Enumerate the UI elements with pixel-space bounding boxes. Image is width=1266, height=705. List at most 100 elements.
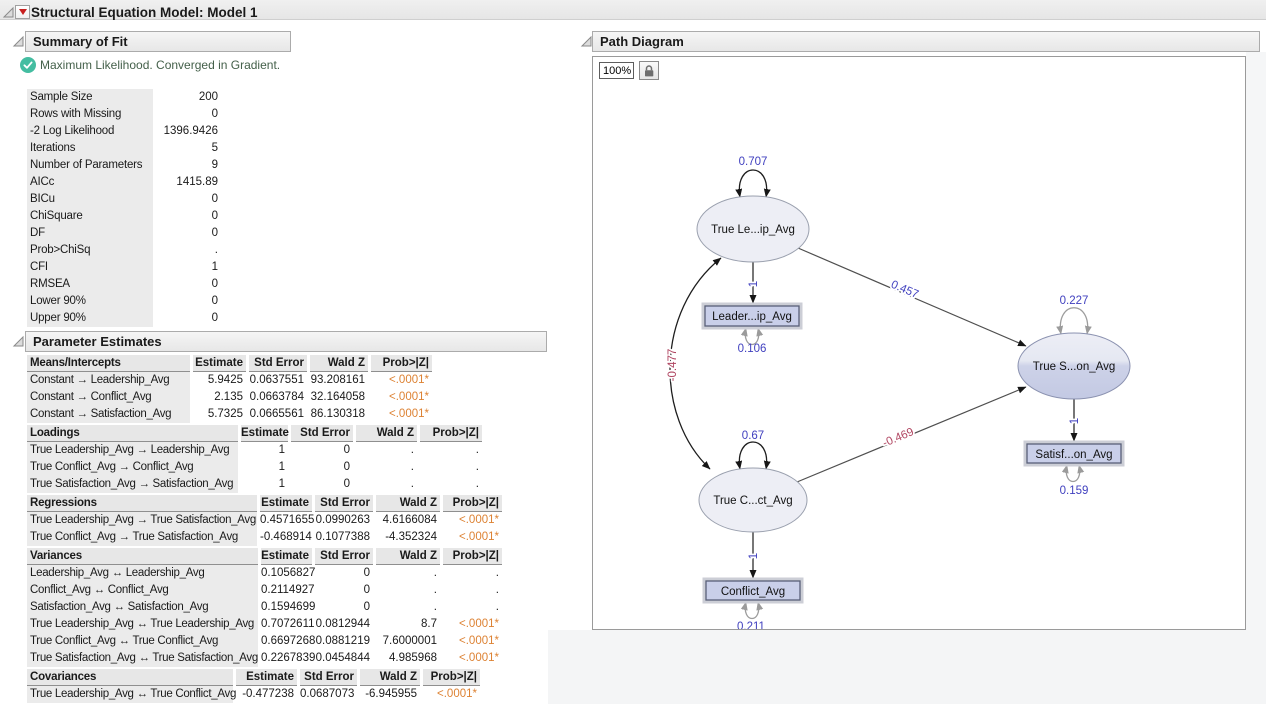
- table-cell: 4.6166084: [382, 514, 437, 526]
- manifest-node-label: Satisf...on_Avg: [1035, 449, 1112, 461]
- table-cell: .: [433, 601, 437, 613]
- table-cell: 0.0881219: [315, 635, 370, 647]
- fit-statistic-value: 1415.89: [176, 176, 218, 188]
- fit-statistic-label: Sample Size: [27, 89, 153, 106]
- column-header: Std Error: [249, 355, 307, 372]
- error-loop-conflict[interactable]: [740, 601, 764, 619]
- table-row-label: Constant → Leadership_Avg: [27, 372, 190, 389]
- fit-statistic-value: 0: [211, 210, 218, 222]
- column-header: Wald Z: [376, 548, 440, 565]
- latent-node-true-satisfaction[interactable]: [1017, 332, 1131, 400]
- table-cell: <.0001*: [389, 374, 429, 386]
- loading-label: 1: [748, 553, 760, 559]
- table-cell: 1: [278, 478, 285, 490]
- fit-statistic-value: 1396.9426: [163, 125, 218, 137]
- latent-node-true-leadership[interactable]: [696, 195, 810, 263]
- table-row-label: True Conflict_Avg → True Satisfaction_Av…: [27, 529, 257, 546]
- regression-arrow-leadership-satisfaction[interactable]: [797, 247, 1027, 347]
- table-cell: 0.0637551: [249, 374, 304, 386]
- table-cell: 0.0812944: [315, 618, 370, 630]
- column-header: Std Error: [300, 669, 357, 686]
- disclosure-triangle-icon[interactable]: [580, 35, 592, 47]
- variance-loop-leadership[interactable]: [735, 169, 771, 198]
- covariance-estimate-label: -0.477: [667, 349, 679, 382]
- disclosure-triangle-icon[interactable]: [12, 335, 24, 347]
- table-cell: -0.477238: [242, 688, 294, 700]
- fit-statistic-value: 0: [211, 227, 218, 239]
- column-header: Estimate: [236, 669, 297, 686]
- manifest-node-conflict[interactable]: [705, 580, 801, 601]
- table-cell: 1: [278, 444, 285, 456]
- error-variance-label: 0.106: [738, 343, 767, 355]
- table-cell: 8.7: [421, 618, 437, 630]
- path-diagram-header[interactable]: Path Diagram: [592, 31, 1260, 52]
- table-cell: 0.7072611: [261, 618, 315, 630]
- latent-node-true-conflict[interactable]: [698, 467, 808, 533]
- table-cell: -0.468914: [260, 531, 312, 543]
- table-group-header: Loadings: [27, 425, 238, 442]
- fit-statistic-value: 9: [211, 159, 218, 171]
- table-row-label: True Leadership_Avg → Leadership_Avg: [27, 442, 238, 459]
- table-cell: <.0001*: [459, 652, 499, 664]
- latent-node-label: True S...on_Avg: [1033, 361, 1115, 373]
- table-cell: 0.0665561: [249, 408, 304, 420]
- table-cell: 4.985968: [389, 652, 437, 664]
- zoom-level-input[interactable]: [599, 62, 634, 79]
- loading-label: 1: [748, 281, 760, 287]
- manifest-node-leadership[interactable]: [704, 305, 800, 327]
- table-group-header: Covariances: [27, 669, 233, 686]
- parameter-table: Variances Estimate Std Error Wald Z Prob>|Z|…: [27, 548, 502, 667]
- variance-loop-satisfaction[interactable]: [1056, 307, 1092, 335]
- convergence-status: Maximum Likelihood. Converged in Gradien…: [40, 58, 281, 72]
- column-header: Prob>|Z|: [443, 495, 502, 512]
- column-header: Std Error: [315, 495, 373, 512]
- fit-statistic-label: -2 Log Likelihood: [27, 123, 153, 140]
- sem-diagram: True Le...ip_Avg True C...ct_Avg True S.…: [665, 156, 1131, 629]
- table-row-label: True Leadership_Avg ↔ True Leadership_Av…: [27, 616, 258, 633]
- table-cell: .: [410, 478, 414, 490]
- table-cell: 0.0454844: [315, 652, 370, 664]
- fit-statistic-label: CFI: [27, 259, 153, 276]
- error-loop-leadership[interactable]: [740, 327, 764, 345]
- error-loop-satisfaction[interactable]: [1061, 464, 1085, 482]
- latent-node-label: True C...ct_Avg: [713, 495, 792, 507]
- table-cell: <.0001*: [389, 391, 429, 403]
- table-cell: .: [410, 461, 414, 473]
- report-title: Structural Equation Model: Model 1: [31, 5, 258, 20]
- summary-of-fit-table: Sample Size 200 Rows with Missing 0 -2 Log L…: [27, 89, 220, 327]
- path-diagram-canvas[interactable]: True Le...ip_Avg True C...ct_Avg True S.…: [592, 56, 1246, 630]
- summary-of-fit-header[interactable]: Summary of Fit: [25, 31, 291, 52]
- table-cell: .: [475, 478, 479, 490]
- report-title-bar: [0, 0, 1266, 20]
- fit-statistic-value: .: [214, 244, 218, 256]
- table-cell: .: [475, 461, 479, 473]
- red-triangle-menu-button[interactable]: [15, 5, 30, 19]
- covariance-arrow-leadership-conflict[interactable]: [669, 257, 722, 470]
- manifest-node-satisfaction[interactable]: [1026, 443, 1122, 464]
- table-cell: 1: [278, 461, 285, 473]
- loading-label: 1: [1069, 418, 1081, 424]
- parameter-estimates-header[interactable]: Parameter Estimates: [25, 331, 547, 352]
- table-cell: 5.9425: [207, 374, 243, 386]
- lock-layout-button[interactable]: [639, 61, 659, 80]
- fit-statistic-value: 0: [211, 193, 218, 205]
- table-row-label: Leadership_Avg ↔ Leadership_Avg: [27, 565, 258, 582]
- variance-loop-conflict[interactable]: [735, 441, 771, 470]
- fit-statistic-label: RMSEA: [27, 276, 153, 293]
- disclosure-triangle-icon[interactable]: [12, 35, 24, 47]
- column-header: Estimate: [260, 495, 312, 512]
- parameter-table: Regressions Estimate Std Error Wald Z Prob>|…: [27, 495, 502, 546]
- selection-halo: [702, 577, 804, 604]
- table-cell: 0.1056827: [261, 567, 316, 579]
- table-row-label: True Leadership_Avg → True Satisfaction_…: [27, 512, 257, 529]
- fit-statistic-label: Lower 90%: [27, 293, 153, 310]
- parameter-table: Covariances Estimate Std Error Wald Z Prob>|…: [27, 669, 502, 703]
- table-group-header: Means/Intercepts: [27, 355, 190, 372]
- disclosure-triangle-icon[interactable]: [2, 6, 14, 18]
- table-row-label: True Conflict_Avg ↔ True Conflict_Avg: [27, 633, 258, 650]
- selection-halo: [1023, 440, 1125, 467]
- regression-arrow-conflict-satisfaction[interactable]: [796, 386, 1027, 483]
- column-header: Prob>|Z|: [420, 425, 482, 442]
- fit-statistic-value: 1: [211, 261, 218, 273]
